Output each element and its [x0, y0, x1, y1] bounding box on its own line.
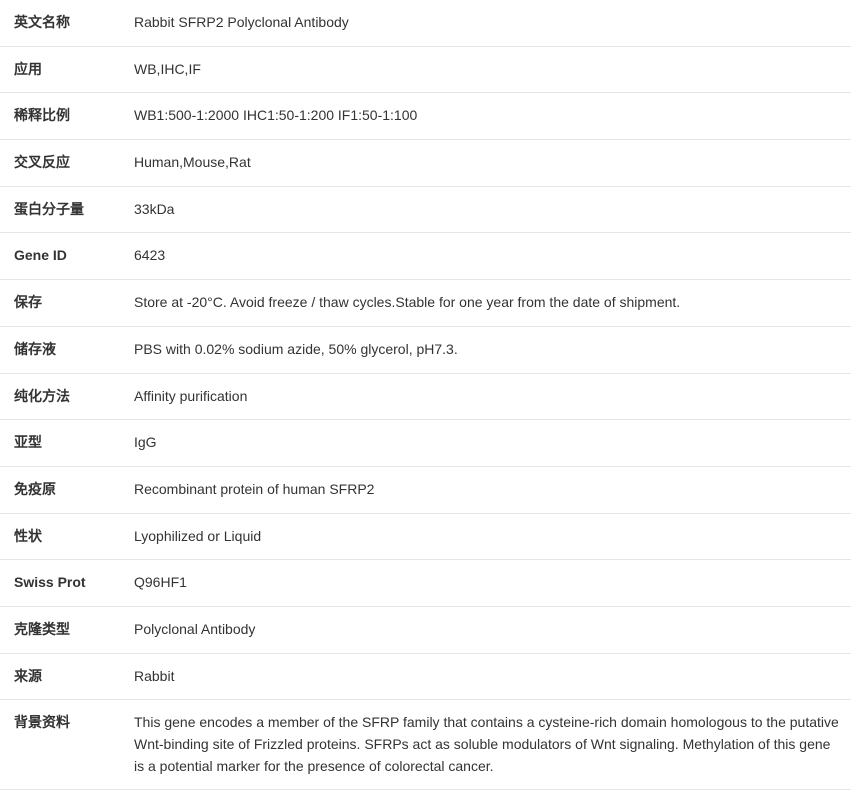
row-label: Swiss Prot: [0, 560, 120, 607]
table-row: 储存液 PBS with 0.02% sodium azide, 50% gly…: [0, 326, 851, 373]
row-value: Rabbit SFRP2 Polyclonal Antibody: [120, 0, 851, 46]
row-label: 应用: [0, 46, 120, 93]
row-value: WB1:500-1:2000 IHC1:50-1:200 IF1:50-1:10…: [120, 93, 851, 140]
row-label: 性状: [0, 513, 120, 560]
table-row: 保存 Store at -20°C. Avoid freeze / thaw c…: [0, 280, 851, 327]
table-row: 背景资料 This gene encodes a member of the S…: [0, 700, 851, 790]
row-value: 6423: [120, 233, 851, 280]
table-row: 克隆类型 Polyclonal Antibody: [0, 606, 851, 653]
row-label: 来源: [0, 653, 120, 700]
row-label: 克隆类型: [0, 606, 120, 653]
table-row: 来源 Rabbit: [0, 653, 851, 700]
row-label: 纯化方法: [0, 373, 120, 420]
row-value: This gene encodes a member of the SFRP f…: [120, 700, 851, 790]
row-label: 蛋白分子量: [0, 186, 120, 233]
row-label: 交叉反应: [0, 140, 120, 187]
row-label: 保存: [0, 280, 120, 327]
row-label: 免疫原: [0, 466, 120, 513]
table-row: 英文名称 Rabbit SFRP2 Polyclonal Antibody: [0, 0, 851, 46]
row-value: 33kDa: [120, 186, 851, 233]
row-label: Gene ID: [0, 233, 120, 280]
table-row: Gene ID 6423: [0, 233, 851, 280]
row-label: 背景资料: [0, 700, 120, 790]
row-value: Affinity purification: [120, 373, 851, 420]
row-value: IgG: [120, 420, 851, 467]
spec-table-body: 英文名称 Rabbit SFRP2 Polyclonal Antibody 应用…: [0, 0, 851, 790]
row-label: 英文名称: [0, 0, 120, 46]
row-label: 稀释比例: [0, 93, 120, 140]
row-label: 储存液: [0, 326, 120, 373]
table-row: 亚型 IgG: [0, 420, 851, 467]
row-value: Recombinant protein of human SFRP2: [120, 466, 851, 513]
row-value: PBS with 0.02% sodium azide, 50% glycero…: [120, 326, 851, 373]
table-row: 稀释比例 WB1:500-1:2000 IHC1:50-1:200 IF1:50…: [0, 93, 851, 140]
table-row: 蛋白分子量 33kDa: [0, 186, 851, 233]
table-row: 应用 WB,IHC,IF: [0, 46, 851, 93]
row-value: Lyophilized or Liquid: [120, 513, 851, 560]
row-value: Store at -20°C. Avoid freeze / thaw cycl…: [120, 280, 851, 327]
spec-table: 英文名称 Rabbit SFRP2 Polyclonal Antibody 应用…: [0, 0, 851, 790]
row-label: 亚型: [0, 420, 120, 467]
table-row: Swiss Prot Q96HF1: [0, 560, 851, 607]
table-row: 性状 Lyophilized or Liquid: [0, 513, 851, 560]
table-row: 交叉反应 Human,Mouse,Rat: [0, 140, 851, 187]
row-value: WB,IHC,IF: [120, 46, 851, 93]
table-row: 纯化方法 Affinity purification: [0, 373, 851, 420]
row-value: Human,Mouse,Rat: [120, 140, 851, 187]
row-value: Q96HF1: [120, 560, 851, 607]
row-value: Rabbit: [120, 653, 851, 700]
row-value: Polyclonal Antibody: [120, 606, 851, 653]
table-row: 免疫原 Recombinant protein of human SFRP2: [0, 466, 851, 513]
